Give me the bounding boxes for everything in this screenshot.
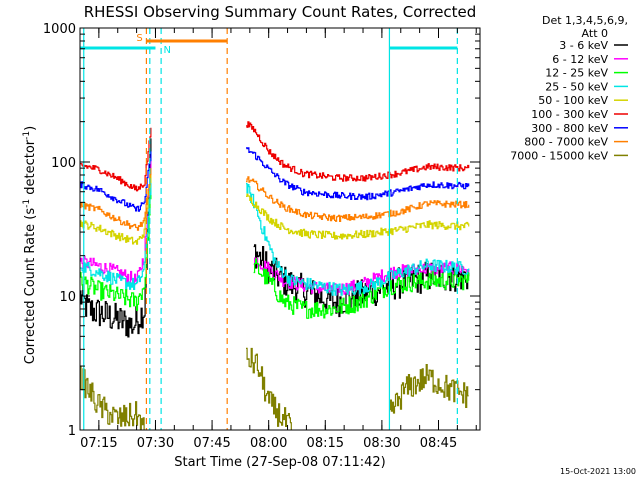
series-line-3-seg-0: [80, 175, 152, 290]
legend-header-detectors: Det 1,3,4,5,6,9,: [542, 14, 628, 27]
plot-frame: [79, 27, 481, 431]
svg-text:Corrected Count Rate (s-1 dete: Corrected Count Rate (s-1 detector-1): [22, 126, 38, 364]
flag-label-1: N: [163, 45, 170, 56]
legend-label-7: 800 - 7000 keV: [524, 136, 608, 149]
legend-header-attenuator: Att 0: [582, 27, 608, 40]
y-label-mid: detector: [23, 139, 38, 199]
series-line-4-seg-1: [246, 193, 470, 240]
legend-label-3: 25 - 50 keV: [545, 80, 608, 93]
x-tick-label-5: 08:30: [363, 436, 400, 451]
series-line-0-seg-0: [80, 138, 152, 338]
legend-label-5: 100 - 300 keV: [531, 108, 608, 121]
legend-label-8: 7000 - 15000 keV: [510, 149, 608, 162]
y-tick-label-3: 1000: [43, 22, 76, 37]
plot-data: [80, 121, 470, 430]
series-line-8-seg-1: [246, 347, 292, 430]
y-axis-label: Corrected Count Rate (s-1 detector-1): [22, 126, 38, 364]
x-tick-label-4: 08:15: [307, 436, 344, 451]
series-line-1-seg-0: [80, 156, 152, 286]
legend-label-4: 50 - 100 keV: [538, 94, 608, 107]
y-label-sup1: -1: [22, 199, 32, 208]
series-line-6-seg-1: [246, 147, 470, 201]
legend-label-6: 300 - 800 keV: [531, 122, 608, 135]
series-line-5-seg-1: [246, 121, 470, 182]
y-tick-label-1: 10: [59, 290, 76, 305]
legend-label-2: 12 - 25 keV: [545, 67, 608, 80]
axes: 07:15 07:30 07:45 08:00 08:15 08:30 08:45 1 10 10…: [43, 22, 481, 451]
y-tick-label-2: 100: [51, 156, 76, 171]
series-line-8-seg-0: [80, 365, 145, 430]
x-tick-label-6: 08:45: [420, 436, 457, 451]
y-label-sup2: -1: [22, 131, 32, 140]
series-line-8-seg-2: [389, 364, 469, 414]
y-label-main: Corrected Count Rate (s: [23, 208, 38, 365]
series-line-6-seg-0: [80, 151, 152, 212]
series-line-3-seg-1: [246, 183, 470, 296]
series-line-2-seg-1: [253, 258, 470, 319]
series-line-2-seg-0: [80, 191, 152, 311]
series-line-7-seg-0: [80, 168, 152, 231]
y-tick-label-0: 1: [68, 424, 76, 439]
legend-label-1: 6 - 12 keV: [552, 53, 608, 66]
x-tick-label-1: 07:30: [137, 436, 174, 451]
x-tick-label-3: 08:00: [250, 436, 287, 451]
series-line-7-seg-1: [246, 176, 470, 222]
x-tick-label-0: 07:15: [80, 436, 117, 451]
legend-label-0: 3 - 6 keV: [559, 39, 608, 52]
date-stamp: 15-Oct-2021 13:00: [560, 467, 636, 476]
flag-label-0: S: [136, 33, 142, 44]
y-label-end: ): [23, 126, 38, 131]
x-tick-label-2: 07:45: [193, 436, 230, 451]
series-line-4-seg-0: [80, 171, 152, 245]
annotations: SN: [80, 28, 458, 430]
x-axis-label: Start Time (27-Sep-08 07:11:42): [174, 455, 385, 470]
series-line-5-seg-0: [80, 127, 152, 192]
chart-title: RHESSI Observing Summary Count Rates, Co…: [84, 3, 477, 21]
